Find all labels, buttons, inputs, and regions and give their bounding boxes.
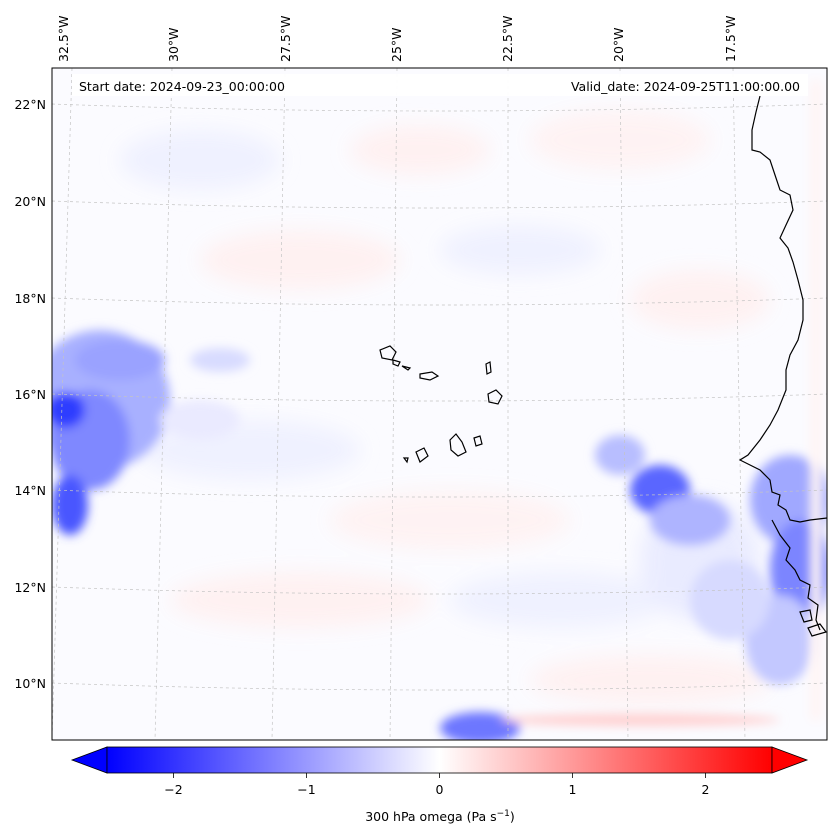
colorbar-label: 300 hPa omega (Pa s−1) [365,809,515,824]
colorbar: −2 −1 0 1 2 300 hPa omega (Pa s−1) [70,746,809,824]
colorbar-ticks: −2 −1 0 1 2 [164,773,709,797]
colorbar-bar [106,746,773,774]
lat-label: 14°N [14,483,46,498]
colorbar-label-end: ) [510,809,515,824]
colorbar-label-main: 300 hPa omega (Pa s [365,809,496,824]
longitude-labels: 32.5°W 30°W 27.5°W 25°W 22.5°W 20°W 17.5… [56,16,738,62]
colorbar-min-extend [70,746,108,774]
lat-label: 22°N [14,97,46,112]
lat-label: 18°N [14,291,46,306]
colorbar-tick-label: −1 [297,782,315,797]
lat-label: 16°N [14,387,46,402]
lon-label: 17.5°W [723,16,738,62]
map-frame [51,67,828,741]
lon-label: 27.5°W [278,16,293,62]
colorbar-tick-label: −2 [164,782,182,797]
valid-date-label: Valid_date: 2024-09-25T11:00:00.00 [571,79,800,94]
cape-verde-islands [379,345,397,361]
lon-label: 32.5°W [56,16,71,62]
colorbar-tick-label: 0 [436,782,444,797]
colorbar-label-sup: −1 [497,809,510,819]
header-background [72,74,808,96]
colorbar-tick-label: 1 [569,782,577,797]
lat-label: 12°N [14,580,46,595]
start-date-label: Start date: 2024-09-23_00:00:00 [79,79,285,94]
colorbar-max-extend [771,746,809,774]
latitude-labels: 22°N 20°N 18°N 16°N 14°N 12°N 10°N [14,97,46,691]
lon-label: 22.5°W [500,16,515,62]
africa-coastline [738,95,827,523]
gridlines [52,68,827,740]
colorbar-tick-label: 2 [702,782,710,797]
lat-label: 20°N [14,194,46,209]
lon-label: 20°W [611,27,626,62]
lat-label: 10°N [14,676,46,691]
lon-label: 25°W [389,27,404,62]
lon-label: 30°W [166,27,181,62]
coastlines [379,95,827,637]
map-area: Start date: 2024-09-23_00:00:00 Valid_da… [51,67,828,741]
